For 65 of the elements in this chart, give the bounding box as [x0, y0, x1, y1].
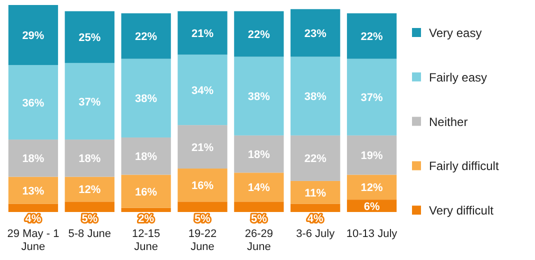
data-label: 14%: [248, 182, 270, 194]
data-label: 22%: [135, 31, 158, 44]
bar: [64, 202, 114, 212]
data-label: 37%: [78, 96, 101, 108]
x-tick-label: 26-29 June: [244, 228, 273, 253]
bar: [8, 65, 58, 140]
bar: [290, 9, 340, 57]
data-label: 6%: [364, 200, 380, 213]
data-label: 22%: [360, 31, 384, 44]
x-tick-label: 5-8 June: [68, 228, 112, 240]
legend-label: Very easy: [429, 26, 482, 40]
data-label: 23%: [304, 28, 327, 40]
legend-label: Fairly easy: [429, 70, 488, 84]
bar: [290, 56, 340, 136]
data-label: 4%: [307, 213, 324, 225]
legend-label: Neither: [429, 114, 468, 129]
bar: [234, 202, 284, 212]
bar: [178, 202, 228, 212]
data-label: 12%: [360, 182, 384, 194]
data-label: 16%: [135, 186, 158, 198]
data-label: 18%: [78, 153, 101, 166]
bar: [346, 58, 397, 136]
bar: [8, 204, 58, 212]
bar: [178, 54, 228, 126]
data-label: 4%: [25, 213, 42, 225]
bar: [234, 11, 284, 57]
data-label: 22%: [304, 153, 327, 166]
data-label: 36%: [22, 97, 44, 110]
data-label: 38%: [135, 93, 158, 106]
bar: [8, 5, 58, 66]
data-label: 11%: [304, 187, 326, 200]
data-label: 19%: [360, 150, 384, 162]
data-label: 13%: [22, 185, 44, 198]
bar: [121, 208, 171, 212]
x-tick-label: 19-22 June: [188, 228, 217, 253]
data-label: 25%: [78, 32, 101, 44]
data-label: 18%: [135, 151, 158, 164]
data-label: 18%: [22, 153, 44, 166]
legend-label: Fairly difficult: [429, 159, 500, 174]
data-label: 38%: [248, 91, 270, 104]
bar: [64, 11, 114, 63]
x-tick-label: 10-13 July: [346, 228, 398, 240]
legend-label: Very difficult: [429, 204, 494, 218]
bar: [290, 204, 340, 212]
data-label: 29%: [22, 30, 44, 42]
data-label: 18%: [248, 149, 270, 162]
bar: [64, 62, 114, 140]
bar: [121, 58, 171, 138]
data-label: 5%: [82, 213, 98, 225]
data-label: 38%: [304, 91, 327, 104]
data-label: 21%: [191, 142, 214, 154]
x-tick-label: 29 May - 1 June: [7, 228, 60, 253]
x-tick-label: 3-6 July: [296, 228, 336, 240]
data-label: 5%: [194, 213, 211, 225]
bar: [234, 56, 284, 136]
data-label: 12%: [78, 184, 101, 196]
data-label: 34%: [191, 84, 214, 97]
data-label: 37%: [360, 92, 384, 104]
data-label: 16%: [191, 180, 214, 192]
bar: [121, 13, 171, 59]
data-label: 22%: [248, 28, 270, 41]
data-label: 2%: [138, 213, 154, 225]
data-label: 5%: [250, 213, 268, 225]
data-label: 21%: [191, 28, 214, 40]
x-tick-label: 12-15 June: [132, 228, 160, 253]
